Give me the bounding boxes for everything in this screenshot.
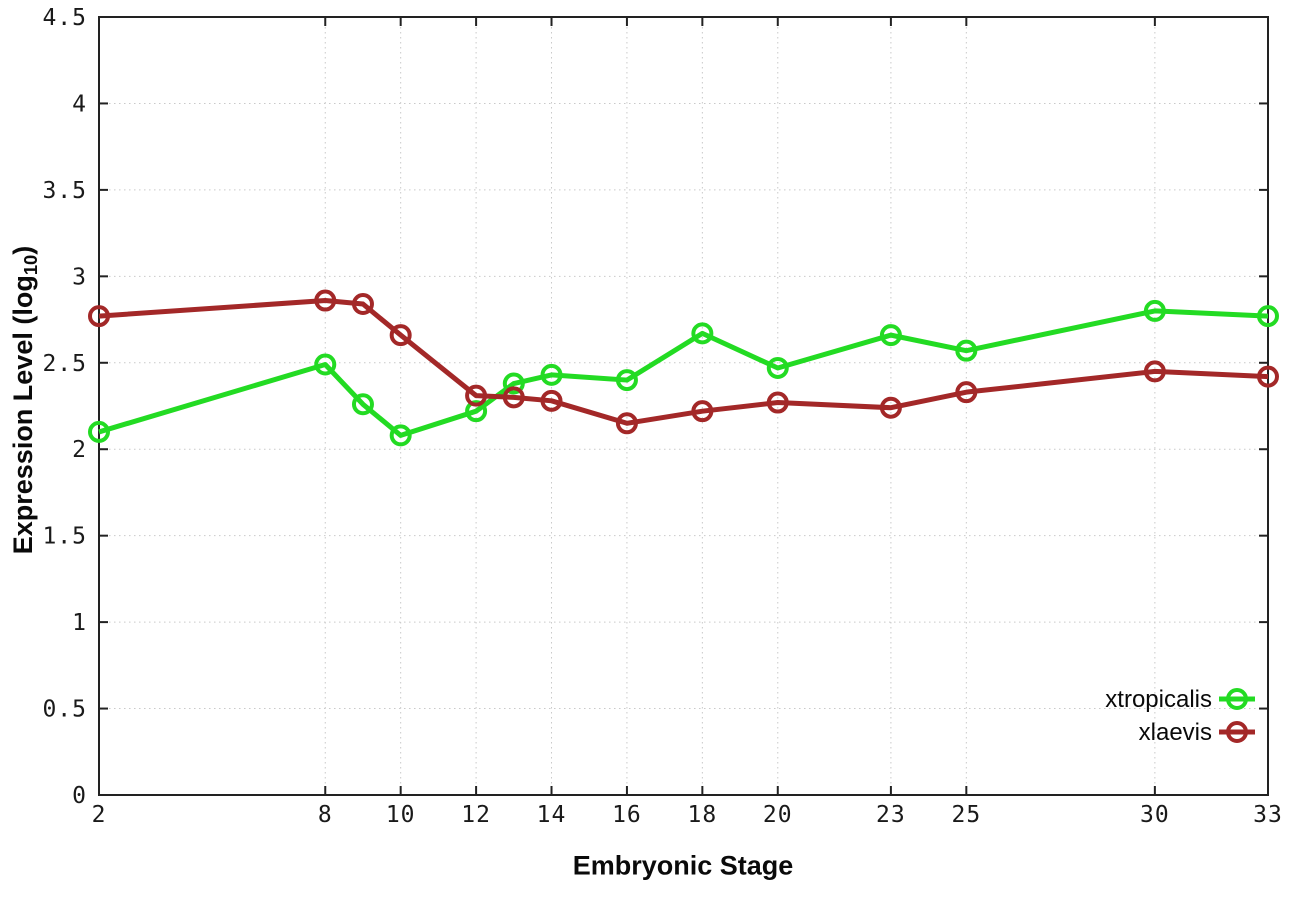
- y-tick-label: 0: [72, 783, 87, 809]
- data-point-xlaevis: [502, 386, 525, 409]
- x-tick-label: 16: [612, 802, 642, 828]
- x-tick-label: 2: [92, 802, 107, 828]
- y-tick-label: 4.5: [42, 5, 87, 31]
- x-tick-label: 8: [318, 802, 333, 828]
- data-point-xlaevis: [691, 400, 714, 423]
- data-point-xlaevis: [879, 396, 902, 419]
- plot-border: [98, 16, 1269, 796]
- data-point-xlaevis: [465, 384, 488, 407]
- data-point-xlaevis: [1143, 360, 1166, 383]
- x-tick-label: 10: [386, 802, 416, 828]
- x-tick-label: 18: [688, 802, 718, 828]
- data-point-xtropicalis: [88, 420, 110, 443]
- series-line-xlaevis: [98, 298, 1269, 426]
- x-tick-label: 30: [1140, 802, 1170, 828]
- data-point-xtropicalis: [540, 363, 563, 386]
- y-axis-label-suffix: ): [8, 245, 39, 255]
- data-point-xtropicalis: [879, 324, 902, 347]
- data-point-xlaevis: [389, 324, 412, 347]
- x-tick-label: 25: [951, 802, 981, 828]
- data-point-xtropicalis: [502, 372, 525, 395]
- x-tick-label: 20: [763, 802, 793, 828]
- y-axis-label: Expression Level (log10): [8, 246, 42, 555]
- legend-label-xtropicalis: xtropicalis: [1105, 686, 1212, 713]
- data-point-xtropicalis: [351, 393, 374, 416]
- data-point-xtropicalis: [1143, 299, 1166, 322]
- data-point-xtropicalis: [1257, 305, 1279, 328]
- data-point-xtropicalis: [766, 356, 789, 379]
- y-tick-label: 3.5: [42, 178, 87, 204]
- y-tick-label: 2: [72, 437, 87, 463]
- data-point-xlaevis: [1257, 365, 1279, 388]
- data-point-xtropicalis: [955, 339, 978, 362]
- x-tick-label: 33: [1253, 802, 1283, 828]
- data-point-xlaevis: [351, 292, 374, 315]
- data-point-xtropicalis: [615, 369, 638, 392]
- legend-label-xlaevis: xlaevis: [1139, 719, 1212, 746]
- x-axis-label: Embryonic Stage: [572, 850, 794, 881]
- y-tick-label: 4: [72, 91, 87, 117]
- data-point-xtropicalis: [691, 322, 714, 345]
- y-axis-label-text: Expression Level (log: [8, 275, 39, 555]
- data-point-xlaevis: [540, 389, 563, 412]
- x-tick-label: 14: [537, 802, 567, 828]
- data-point-xtropicalis: [465, 400, 488, 423]
- data-point-xtropicalis: [389, 424, 412, 447]
- data-point-xlaevis: [88, 305, 110, 328]
- data-point-xlaevis: [766, 391, 789, 414]
- data-point-xlaevis: [955, 381, 978, 404]
- data-point-xtropicalis: [314, 353, 337, 376]
- x-tick-label: 23: [876, 802, 906, 828]
- y-tick-label: 3: [72, 264, 87, 290]
- x-tick-label: 12: [461, 802, 491, 828]
- legend-marker-icon-xlaevis: [1226, 721, 1248, 743]
- y-tick-label: 1: [72, 610, 87, 636]
- y-axis-label-subscript: 10: [19, 254, 41, 276]
- y-tick-label: 0.5: [42, 697, 87, 723]
- data-point-xlaevis: [314, 289, 337, 312]
- data-point-xlaevis: [615, 412, 638, 435]
- y-tick-label: 1.5: [42, 524, 87, 550]
- y-tick-label: 2.5: [42, 351, 87, 377]
- legend-marker-icon-xtropicalis: [1226, 688, 1248, 710]
